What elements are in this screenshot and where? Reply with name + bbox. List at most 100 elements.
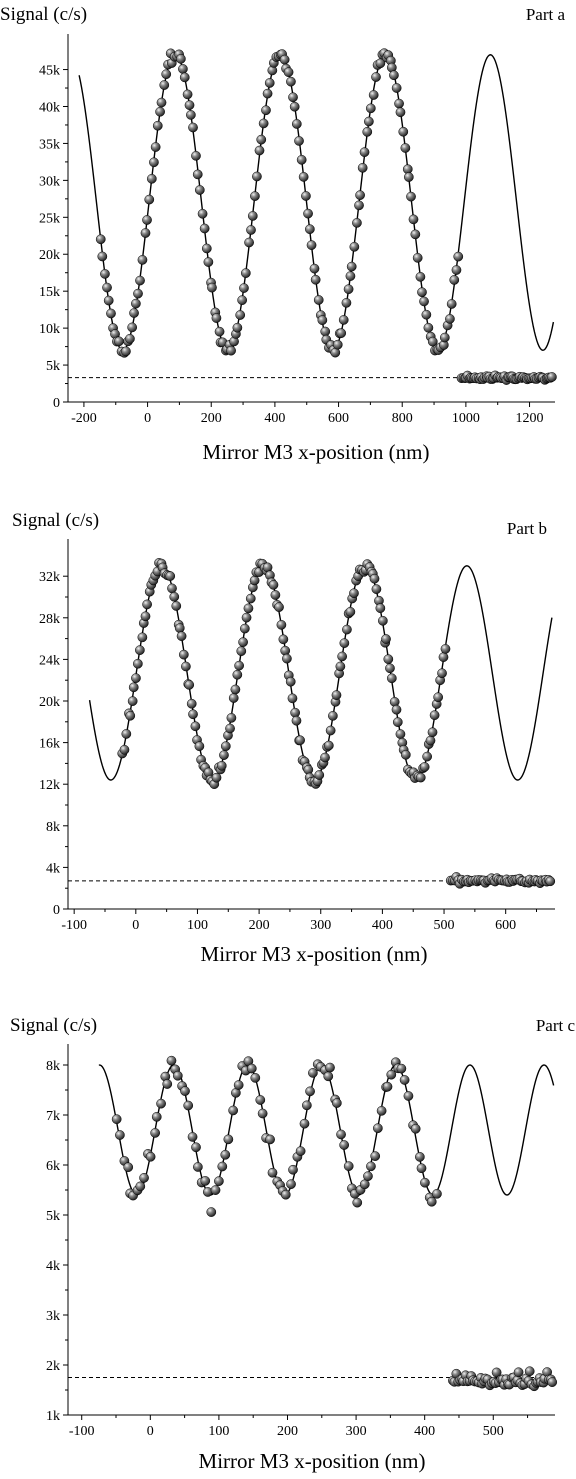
data-point: [349, 241, 360, 252]
data-point: [146, 173, 157, 184]
data-point: [156, 97, 167, 108]
data-point: [186, 698, 197, 709]
data-point: [337, 651, 347, 662]
data-point: [295, 1146, 306, 1156]
data-point: [182, 89, 193, 100]
data-point: [235, 310, 246, 320]
data-point: [381, 634, 391, 644]
data-point: [410, 1123, 421, 1134]
data-point: [298, 172, 309, 182]
x-tick-label: 200: [249, 918, 270, 933]
x-tick-label: -100: [69, 1424, 95, 1439]
data-point: [214, 1176, 224, 1187]
data-point: [310, 274, 321, 285]
data-point: [232, 322, 243, 333]
data-point: [331, 690, 342, 700]
data-point: [303, 208, 313, 219]
fit-curve: [88, 565, 553, 781]
data-point: [286, 76, 296, 87]
panel-c-ylabel: Signal (c/s): [10, 1015, 97, 1036]
data-point: [352, 1197, 363, 1208]
data-point: [291, 119, 302, 129]
panel-c-xlabel: Mirror M3 x-position (nm): [199, 1449, 426, 1473]
panel-a: Signal (c/s) Part a Mirror M3 x-position…: [0, 4, 565, 464]
x-tick-label: 100: [187, 918, 208, 933]
data-point: [192, 169, 203, 180]
data-point: [166, 1055, 177, 1066]
data-point: [371, 72, 381, 82]
y-tick-label: 8k: [46, 820, 60, 835]
data-point: [288, 1164, 298, 1175]
data-point: [207, 282, 217, 293]
data-point: [313, 295, 324, 305]
data-point: [419, 296, 429, 307]
y-tick-label: 5k: [46, 1209, 60, 1224]
data-point: [359, 1179, 370, 1190]
data-point: [375, 603, 386, 614]
data-point: [257, 1108, 268, 1119]
data-point: [145, 1151, 156, 1162]
data-point: [123, 1162, 134, 1173]
data-point: [403, 1091, 414, 1101]
data-point: [194, 741, 205, 752]
data-point: [325, 725, 336, 736]
y-tick-label: 5k: [46, 359, 60, 374]
data-point: [258, 118, 269, 129]
y-tick-label: 20k: [39, 248, 60, 263]
data-point: [267, 1167, 278, 1178]
data-point: [176, 631, 187, 641]
data-point: [135, 645, 145, 655]
data-point: [178, 64, 188, 74]
data-point: [339, 638, 350, 648]
data-point: [103, 295, 114, 306]
data-point: [415, 772, 426, 783]
data-point: [131, 673, 141, 683]
data-point: [188, 709, 198, 720]
x-tick-label: 600: [328, 411, 349, 426]
data-point: [427, 727, 438, 738]
data-point: [220, 741, 231, 752]
x-tick-label: 300: [346, 1424, 367, 1439]
data-point: [398, 126, 409, 137]
data-point: [142, 215, 152, 225]
data-point: [366, 1161, 376, 1172]
data-point: [197, 208, 208, 219]
x-tick-label: 500: [434, 918, 455, 933]
y-tick-label: 30k: [39, 174, 60, 189]
data-point: [265, 1134, 275, 1145]
data-point: [309, 263, 320, 274]
data-point: [181, 661, 191, 672]
data-point: [426, 1196, 437, 1207]
data-point: [438, 652, 449, 662]
data-point: [415, 1152, 425, 1162]
data-point: [238, 637, 248, 647]
data-point: [191, 1142, 201, 1153]
data-point: [236, 646, 247, 657]
data-point: [144, 194, 155, 205]
data-point: [217, 1161, 228, 1172]
data-point: [417, 287, 427, 298]
x-tick-label: 0: [147, 1424, 154, 1439]
data-point: [226, 713, 237, 723]
data-point: [159, 80, 170, 90]
x-tick-label: 800: [392, 411, 413, 426]
x-tick-label: 600: [495, 918, 516, 933]
data-point: [233, 1080, 244, 1090]
data-point: [357, 162, 368, 173]
data-point: [176, 54, 186, 64]
background-point: [524, 1366, 535, 1377]
y-tick-label: 3k: [46, 1309, 60, 1324]
panel-a-part-label: Part a: [526, 5, 566, 24]
data-point: [121, 346, 131, 357]
data-point: [152, 120, 163, 131]
x-tick-label: 400: [372, 918, 393, 933]
x-tick-label: 1200: [516, 411, 544, 426]
data-point: [446, 299, 457, 309]
data-point: [295, 735, 305, 746]
data-point: [211, 772, 222, 783]
data-point: [223, 1134, 234, 1145]
y-tick-label: 10k: [39, 322, 60, 337]
panel-b-xlabel: Mirror M3 x-position (nm): [201, 942, 428, 966]
data-point: [188, 122, 198, 133]
y-tick-label: 25k: [39, 211, 60, 226]
